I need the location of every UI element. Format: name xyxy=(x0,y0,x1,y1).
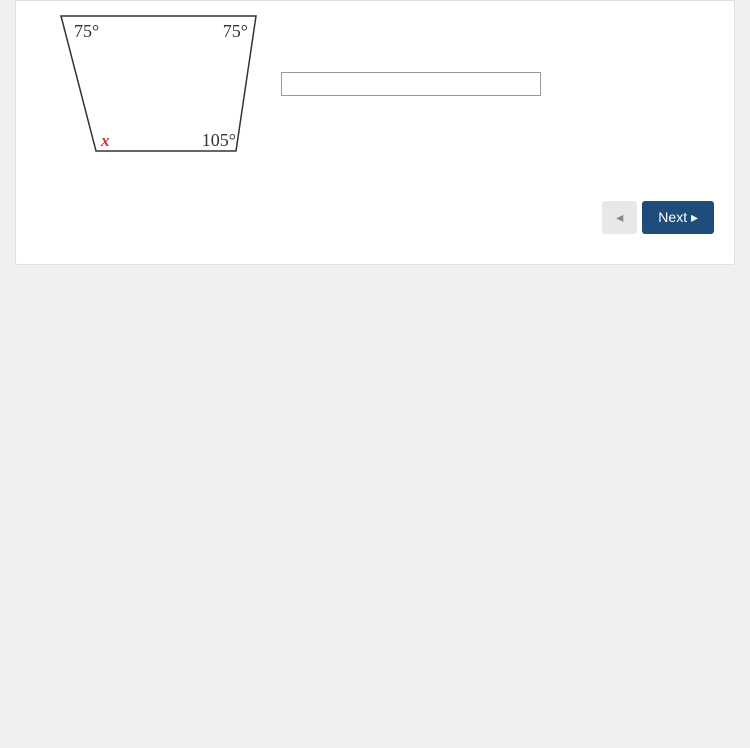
angle-label-top-left: 75° xyxy=(74,21,99,42)
trapezoid-diagram: 75° 75° 105° x xyxy=(46,11,266,161)
content-row: 75° 75° 105° x xyxy=(31,11,719,161)
question-card: 75° 75° 105° x ◂ Next ▸ xyxy=(15,0,735,265)
next-button[interactable]: Next ▸ xyxy=(642,201,714,234)
answer-input[interactable] xyxy=(281,72,541,96)
angle-label-top-right: 75° xyxy=(223,21,248,42)
angle-label-bottom-right: 105° xyxy=(202,130,236,151)
prev-button[interactable]: ◂ xyxy=(602,201,637,234)
nav-buttons: ◂ Next ▸ xyxy=(602,201,714,234)
angle-label-x: x xyxy=(101,131,110,151)
